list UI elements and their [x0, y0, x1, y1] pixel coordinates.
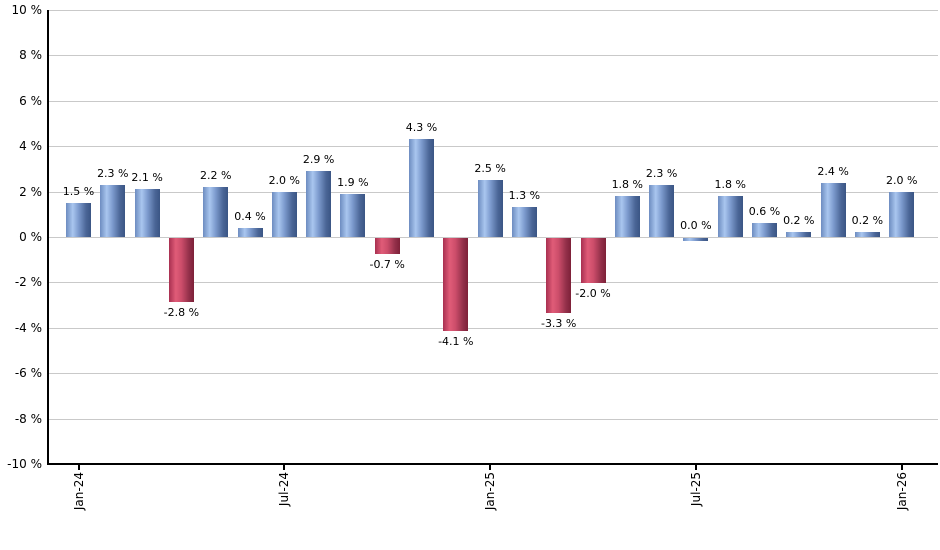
y-tick-label: -4 % — [14, 321, 42, 335]
bar-positive[interactable] — [340, 194, 366, 237]
value-label: 2.9 % — [302, 153, 335, 166]
value-label: 2.0 % — [268, 174, 301, 187]
x-tick-label: Jan-24 — [72, 472, 86, 511]
value-label: 0.2 % — [851, 214, 884, 227]
y-tick-label: 4 % — [19, 139, 42, 153]
value-label: 0.0 % — [680, 219, 712, 232]
bar-negative[interactable] — [580, 238, 606, 283]
value-label: -4.1 % — [438, 335, 474, 348]
value-label: 1.9 % — [337, 176, 369, 189]
value-label: 1.8 % — [714, 178, 746, 191]
gridline — [49, 55, 938, 56]
x-tick-label: Jan-25 — [483, 472, 497, 511]
value-label: 2.2 % — [199, 169, 232, 182]
x-tick-mark — [695, 465, 697, 470]
x-tick-mark — [283, 465, 285, 470]
value-label: -2.8 % — [163, 306, 200, 319]
bar-positive[interactable] — [889, 192, 915, 237]
gridline — [49, 328, 938, 329]
bar-negative[interactable] — [443, 238, 469, 331]
y-tick-label: 6 % — [19, 94, 42, 108]
y-tick-label: 0 % — [19, 230, 42, 244]
gridline — [49, 10, 938, 11]
bar-positive[interactable] — [237, 228, 263, 237]
value-label: 2.4 % — [817, 165, 849, 178]
value-label: -0.7 % — [369, 258, 405, 271]
bar-positive[interactable] — [134, 189, 160, 237]
bar-positive[interactable] — [614, 196, 640, 237]
value-label: 0.6 % — [748, 205, 781, 218]
x-axis-line — [47, 463, 938, 465]
gridline — [49, 282, 938, 283]
bar-positive[interactable] — [66, 203, 91, 237]
y-tick-label: 2 % — [19, 185, 42, 199]
value-label: 2.1 % — [131, 171, 163, 184]
bar-positive[interactable] — [511, 207, 537, 237]
y-tick-label: -8 % — [14, 412, 42, 426]
bar-positive[interactable] — [786, 232, 812, 237]
bar-positive[interactable] — [820, 183, 846, 237]
value-label: -2.0 % — [575, 287, 611, 300]
gridline — [49, 419, 938, 420]
bar-positive[interactable] — [854, 232, 880, 237]
bar-positive[interactable] — [306, 171, 332, 237]
bar-negative[interactable] — [374, 238, 400, 254]
y-tick-label: -6 % — [14, 366, 42, 380]
y-axis-line — [47, 10, 49, 465]
bar-positive[interactable] — [100, 185, 126, 237]
gridline — [49, 237, 938, 238]
x-tick-mark — [78, 465, 80, 470]
bar-positive[interactable] — [717, 196, 743, 237]
bar-positive[interactable] — [409, 139, 434, 237]
bar-positive[interactable] — [477, 180, 503, 237]
bar-negative[interactable] — [546, 238, 572, 313]
value-label: 2.5 % — [474, 162, 506, 175]
y-tick-label: 10 % — [11, 3, 43, 17]
value-label: 1.5 % — [62, 185, 95, 198]
gridline — [49, 146, 938, 147]
value-label: 2.3 % — [97, 167, 129, 180]
value-label: 1.8 % — [611, 178, 644, 191]
x-tick-label: Jan-26 — [895, 472, 909, 511]
bar-positive[interactable] — [271, 192, 297, 237]
x-tick-label: Jul-24 — [277, 472, 291, 507]
value-label: 1.3 % — [508, 189, 541, 202]
x-tick-mark — [489, 465, 491, 470]
bar-positive[interactable] — [203, 187, 229, 237]
value-label: 0.2 % — [783, 214, 815, 227]
gridline — [49, 101, 938, 102]
y-tick-label: -2 % — [14, 275, 42, 289]
bar-positive[interactable] — [683, 238, 709, 241]
value-label: 4.3 % — [405, 121, 438, 134]
gridline — [49, 373, 938, 374]
y-tick-label: 8 % — [19, 48, 42, 62]
bar-negative[interactable] — [168, 238, 194, 302]
bar-positive[interactable] — [649, 185, 675, 237]
value-label: 0.4 % — [234, 210, 266, 223]
y-tick-label: -10 % — [7, 457, 42, 471]
value-label: -3.3 % — [540, 317, 577, 330]
x-tick-mark — [901, 465, 903, 470]
value-label: 2.3 % — [645, 167, 678, 180]
x-tick-label: Jul-25 — [689, 472, 703, 507]
bar-positive[interactable] — [752, 223, 777, 237]
value-label: 2.0 % — [885, 174, 918, 187]
